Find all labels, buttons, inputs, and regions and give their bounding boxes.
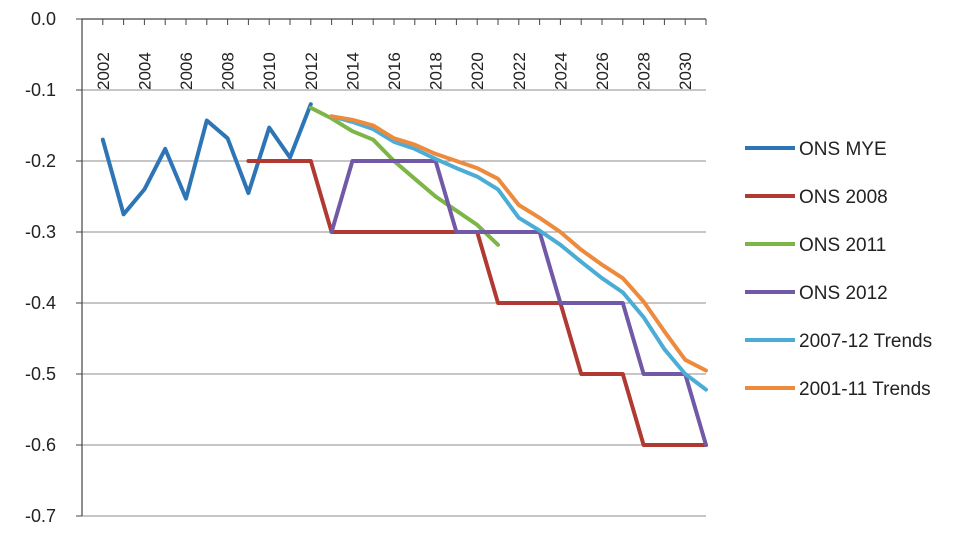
x-tick-label: 2030 [676,52,695,90]
series-line-5 [329,114,708,373]
y-tick-label: -0.3 [25,222,56,242]
x-tick-label: 2004 [135,52,154,90]
legend: ONS MYE ONS 2008 ONS 2011 ONS 2012 2007-12 T… [745,139,932,400]
x-tick-label: 2026 [593,52,612,90]
x-tick-label: 2012 [302,52,321,90]
axes [76,18,707,517]
series-line-2 [308,105,500,247]
legend-label: ONS MYE [799,139,887,160]
y-tick-label: 0.0 [31,9,56,29]
x-tick-label: 2002 [94,52,113,90]
series-lines [100,102,708,447]
x-tick-label: 2010 [260,52,279,90]
y-tick-label: -0.2 [25,151,56,171]
series-line-4 [329,114,708,392]
x-tick-label: 2028 [635,52,654,90]
series-line-0 [100,102,313,217]
y-tick-label: -0.5 [25,364,56,384]
legend-label: ONS 2012 [799,283,888,304]
legend-label: ONS 2008 [799,187,888,208]
legend-label: 2001-11 Trends [799,379,931,400]
y-tick-label: -0.1 [25,80,56,100]
series-line-1 [246,159,708,447]
y-tick-label: -0.7 [25,506,56,526]
x-tick-label: 2006 [177,52,196,90]
x-tick-label: 2016 [385,52,404,90]
x-tick-label: 2020 [468,52,487,90]
legend-label: ONS 2011 [799,235,886,256]
y-tick-labels: 0.0 -0.1 -0.2 -0.3 -0.4 -0.5 -0.6 -0.7 [25,9,56,526]
x-tick-label: 2018 [427,52,446,90]
legend-label: 2007-12 Trends [799,331,932,352]
x-tick-label: 2022 [510,52,529,90]
x-tick-label: 2024 [551,52,570,90]
x-tick-label: 2008 [219,52,238,90]
y-tick-label: -0.6 [25,435,56,455]
x-tick-labels: 2002 2004 2006 2008 2010 2012 2014 2016 2018 2020… [94,52,695,90]
x-tick-label: 2014 [343,52,362,90]
y-tick-label: -0.4 [25,293,56,313]
